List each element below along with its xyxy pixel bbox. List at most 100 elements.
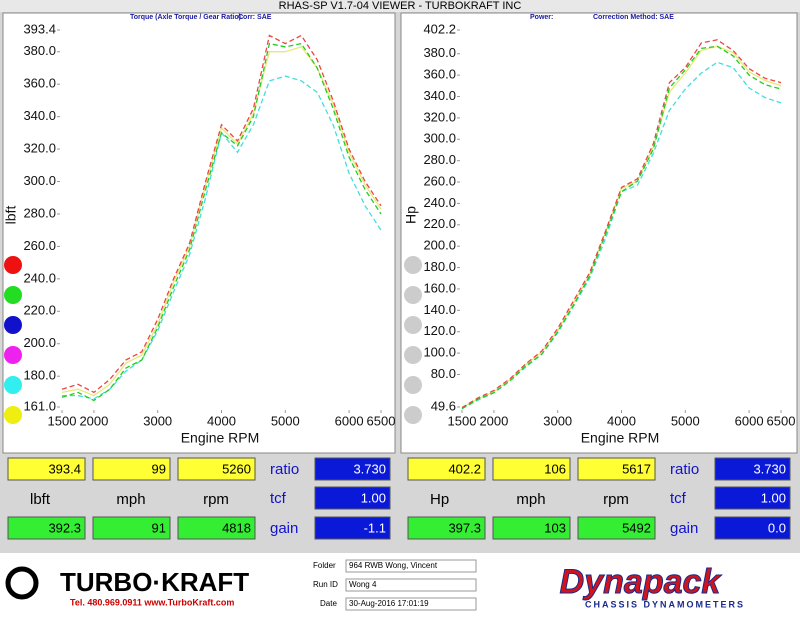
y-tick-label: 340.0 bbox=[23, 108, 56, 123]
readout-box bbox=[177, 516, 256, 540]
y-tick-label: 260.0 bbox=[23, 238, 56, 253]
series-line bbox=[61, 46, 382, 397]
y-tick-label: 180.0 bbox=[423, 259, 456, 274]
chart-note: Corr: SAE bbox=[238, 14, 272, 21]
readout-value: 5492 bbox=[622, 520, 651, 535]
readout-value: 103 bbox=[544, 520, 566, 535]
param-label: gain bbox=[670, 520, 698, 537]
y-tick-label: 393.4 bbox=[23, 21, 56, 36]
y-tick-label: 402.2 bbox=[423, 21, 456, 36]
folder-label: Folder bbox=[313, 561, 336, 570]
series-line bbox=[461, 61, 782, 410]
x-tick-label: 3000 bbox=[543, 413, 572, 428]
readout-box bbox=[577, 457, 656, 481]
x-tick-label: 4000 bbox=[607, 413, 636, 428]
readout-box bbox=[92, 457, 171, 481]
readout-value: 91 bbox=[152, 520, 166, 535]
y-tick-label: 160.0 bbox=[423, 280, 456, 295]
series-line bbox=[461, 45, 782, 410]
torque-panel bbox=[2, 12, 396, 454]
field bbox=[345, 578, 477, 592]
readout-box bbox=[407, 516, 486, 540]
readout-box bbox=[492, 457, 571, 481]
runid-label: Run ID bbox=[313, 580, 338, 589]
y-tick-label: 200.0 bbox=[423, 238, 456, 253]
readout-unit: rpm bbox=[203, 491, 229, 508]
y-tick-label: 140.0 bbox=[423, 302, 456, 317]
x-tick-label: 3000 bbox=[143, 413, 172, 428]
chart-subtitle: Power: bbox=[530, 14, 553, 21]
readout-box bbox=[407, 457, 486, 481]
param-box bbox=[314, 486, 391, 510]
param-value: 1.00 bbox=[361, 490, 386, 505]
power-panel bbox=[400, 12, 798, 454]
dot bbox=[404, 316, 422, 334]
x-tick-label: 2000 bbox=[479, 413, 508, 428]
y-tick-label: 240.0 bbox=[423, 195, 456, 210]
y-tick-label: 300.0 bbox=[423, 131, 456, 146]
dot bbox=[404, 346, 422, 364]
dot bbox=[4, 256, 22, 274]
y-tick-label: 161.0 bbox=[23, 398, 56, 413]
y-tick-label: 180.0 bbox=[23, 368, 56, 383]
param-label: tcf bbox=[670, 490, 687, 507]
y-tick-label: 240.0 bbox=[23, 270, 56, 285]
folder-value: 964 RWB Wong, Vincent bbox=[349, 561, 438, 570]
readout-box bbox=[7, 516, 86, 540]
param-value: 0.0 bbox=[768, 520, 786, 535]
y-tick-label: 280.0 bbox=[423, 152, 456, 167]
param-value: -1.1 bbox=[364, 520, 386, 535]
readout-value: 99 bbox=[152, 461, 166, 476]
y-tick-label: 300.0 bbox=[23, 173, 56, 188]
y-tick-label: 320.0 bbox=[423, 109, 456, 124]
dot bbox=[4, 376, 22, 394]
param-box bbox=[714, 486, 791, 510]
y-tick-label: 220.0 bbox=[423, 216, 456, 231]
x-axis-label: Engine RPM bbox=[181, 430, 260, 446]
readout-value: 4818 bbox=[222, 520, 251, 535]
param-label: ratio bbox=[670, 461, 699, 478]
field bbox=[345, 597, 477, 611]
dynapack-logo: Dynapack bbox=[560, 563, 723, 601]
dynapack-tagline: CHASSIS DYNAMOMETERS bbox=[585, 599, 745, 609]
param-label: ratio bbox=[270, 461, 299, 478]
x-tick-label: 1500 bbox=[48, 413, 77, 428]
param-box bbox=[314, 516, 391, 540]
x-tick-label: 5000 bbox=[271, 413, 300, 428]
y-tick-label: 260.0 bbox=[423, 173, 456, 188]
y-axis-label: lbft bbox=[3, 206, 19, 225]
y-tick-label: 120.0 bbox=[423, 323, 456, 338]
readout-box bbox=[177, 457, 256, 481]
logo-mark bbox=[5, 566, 39, 600]
legend-dots bbox=[4, 256, 422, 424]
window-title: RHAS-SP V1.7-04 VIEWER - TURBOKRAFT INC bbox=[279, 0, 522, 12]
x-axis-label: Engine RPM bbox=[581, 430, 660, 446]
dot bbox=[404, 376, 422, 394]
field bbox=[345, 559, 477, 573]
readout-value: 106 bbox=[544, 461, 566, 476]
param-label: gain bbox=[270, 520, 298, 537]
readout-box bbox=[492, 516, 571, 540]
param-value: 3.730 bbox=[353, 461, 386, 476]
readout-box bbox=[92, 516, 171, 540]
dot bbox=[4, 316, 22, 334]
y-tick-label: 360.0 bbox=[423, 67, 456, 82]
x-tick-label: 5000 bbox=[671, 413, 700, 428]
x-tick-label: 6500 bbox=[367, 413, 396, 428]
y-tick-label: 280.0 bbox=[23, 205, 56, 220]
chart-note: Correction Method: SAE bbox=[593, 14, 674, 21]
chart-subtitle: Torque (Axle Torque / Gear Ratio): bbox=[130, 14, 243, 21]
y-axis-label: Hp bbox=[403, 206, 419, 224]
date-label: Date bbox=[320, 599, 337, 608]
y-tick-label: 220.0 bbox=[23, 303, 56, 318]
readout-unit: lbft bbox=[30, 491, 51, 508]
logo-contact: Tel. 480.969.0911 www.TurboKraft.com bbox=[70, 597, 234, 607]
y-tick-label: 100.0 bbox=[423, 345, 456, 360]
logo-text: TURBO·KRAFT bbox=[60, 567, 249, 597]
readout-value: 5617 bbox=[622, 461, 651, 476]
x-tick-label: 6500 bbox=[767, 413, 796, 428]
param-box bbox=[714, 457, 791, 481]
title-bar bbox=[0, 0, 800, 12]
dot bbox=[404, 286, 422, 304]
